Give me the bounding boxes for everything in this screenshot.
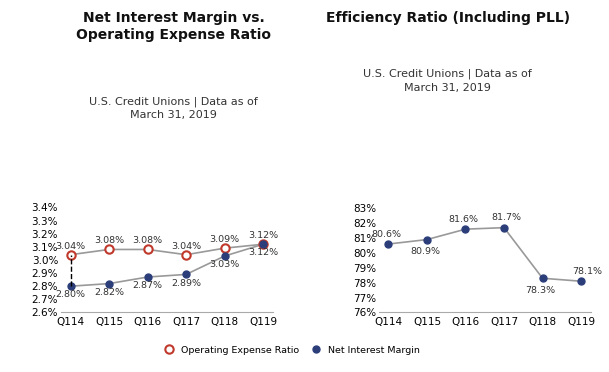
Text: 3.12%: 3.12%	[248, 231, 278, 240]
Text: 2.80%: 2.80%	[55, 291, 85, 299]
Text: 2.82%: 2.82%	[94, 288, 124, 297]
Text: 80.6%: 80.6%	[371, 230, 401, 239]
Text: 2.89%: 2.89%	[171, 279, 201, 288]
Text: 3.04%: 3.04%	[55, 241, 86, 250]
Text: 3.08%: 3.08%	[94, 236, 124, 245]
Legend: Operating Expense Ratio, Net Interest Margin: Operating Expense Ratio, Net Interest Ma…	[155, 342, 424, 358]
Text: 3.09%: 3.09%	[209, 235, 240, 244]
Text: 81.6%: 81.6%	[449, 215, 479, 224]
Text: 2.87%: 2.87%	[133, 281, 163, 290]
Text: 3.04%: 3.04%	[171, 241, 201, 250]
Text: U.S. Credit Unions | Data as of
March 31, 2019: U.S. Credit Unions | Data as of March 31…	[89, 97, 258, 121]
Text: 81.7%: 81.7%	[491, 214, 521, 222]
Text: Efficiency Ratio (Including PLL): Efficiency Ratio (Including PLL)	[326, 11, 569, 25]
Text: 3.12%: 3.12%	[248, 248, 278, 257]
Text: 80.9%: 80.9%	[410, 247, 440, 256]
Text: U.S. Credit Unions | Data as of
March 31, 2019: U.S. Credit Unions | Data as of March 31…	[363, 69, 532, 93]
Text: 78.1%: 78.1%	[572, 267, 602, 276]
Text: 3.08%: 3.08%	[133, 236, 163, 245]
Text: 3.03%: 3.03%	[209, 260, 240, 269]
Text: 78.3%: 78.3%	[526, 286, 555, 295]
Text: Net Interest Margin vs.
Operating Expense Ratio: Net Interest Margin vs. Operating Expens…	[76, 11, 271, 42]
